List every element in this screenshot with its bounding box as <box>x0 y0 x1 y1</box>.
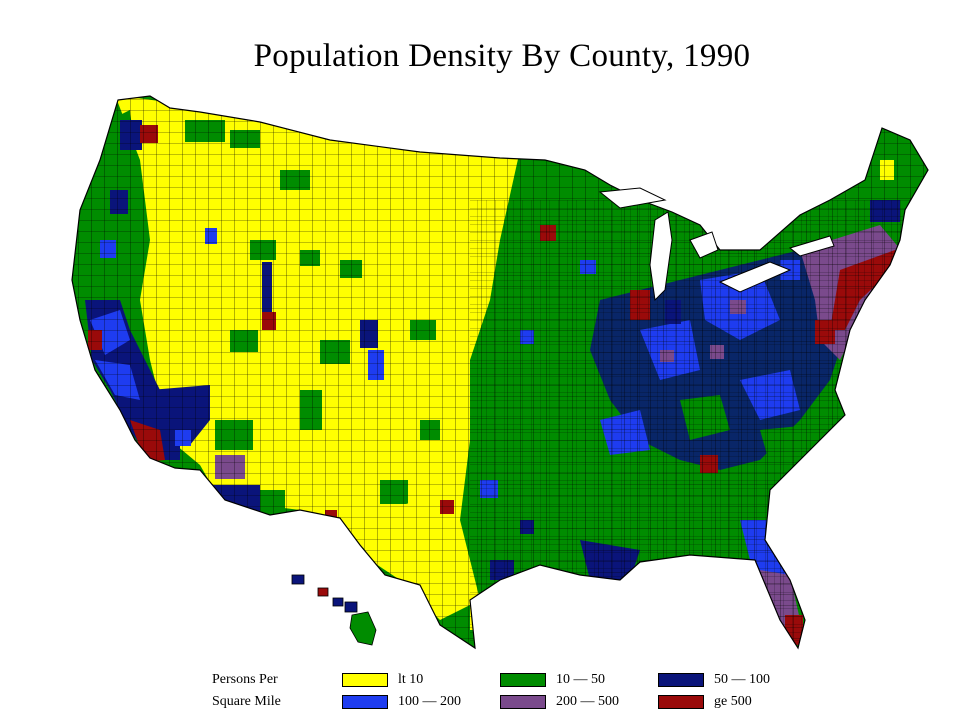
legend-swatch <box>500 695 546 709</box>
great-lakes <box>598 187 835 302</box>
legend-label: 10 — 50 <box>556 672 605 687</box>
legend-label: 50 — 100 <box>714 672 770 687</box>
legend-label: ge 500 <box>714 694 752 709</box>
map-legend: Persons Per Square Mile lt 10 10 — 50 50… <box>212 670 912 714</box>
legend-swatch <box>342 673 388 687</box>
legend-label: 200 — 500 <box>556 694 619 709</box>
legend-swatch <box>658 695 704 709</box>
map-title: Population Density By County, 1990 <box>253 38 751 74</box>
legend-swatch <box>342 695 388 709</box>
legend-label: lt 10 <box>398 672 424 687</box>
map-mainland <box>72 96 928 648</box>
legend-heading-line2: Square Mile <box>212 694 281 709</box>
legend-swatch <box>500 673 546 687</box>
legend-label: 100 — 200 <box>398 694 461 709</box>
legend-swatch <box>658 673 704 687</box>
legend-heading-line1: Persons Per <box>212 672 278 687</box>
hawaii-islands <box>291 574 377 646</box>
